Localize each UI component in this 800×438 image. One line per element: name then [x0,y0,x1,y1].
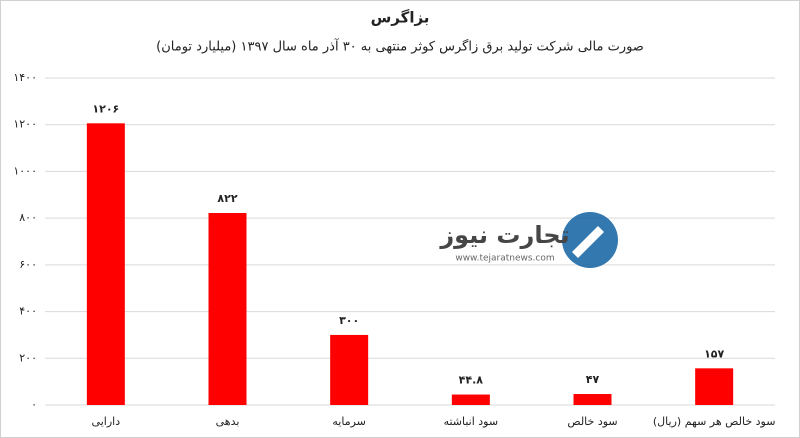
y-tick-label: ۰ [31,398,37,411]
value-label: ۴۷ [586,373,600,386]
x-tick-label: سرمایه [332,415,366,428]
watermark: تجارت نیوز www.tejaratnews.com [439,212,618,268]
y-tick-label: ۲۰۰ [19,351,37,364]
y-tick-label: ۶۰۰ [19,258,37,271]
bar [86,123,125,405]
x-tick-label: دارایی [92,415,121,428]
x-tick-label: بدهی [216,415,240,428]
value-label: ۳۰۰ [339,314,359,327]
watermark-url: www.tejaratnews.com [455,254,554,264]
y-tick-label: ۱۰۰۰ [13,164,37,177]
bar [208,213,247,405]
value-label: ۴۴.۸ [459,374,484,387]
watermark-brand: تجارت نیوز [439,221,569,249]
y-tick-label: ۱۲۰۰ [13,118,37,131]
bar [573,394,612,405]
chart-subtitle: صورت مالی شرکت تولید برق زاگرس کوثر منته… [156,38,644,55]
watermark-logo-arrow [572,226,604,258]
y-tick-label: ۱۴۰۰ [13,71,37,84]
x-tick-label: سود خالص هر سهم (ریال) [653,415,776,428]
y-tick-label: ۸۰۰ [19,211,37,224]
value-label: ۱۲۰۶ [92,102,119,115]
bar [451,394,490,405]
x-tick-label: سود انباشته [444,415,499,428]
y-tick-label: ۴۰۰ [19,305,37,318]
chart-title: بزاگرس [371,9,430,27]
value-label: ۸۲۲ [217,192,237,205]
x-tick-label: سود خالص [567,415,617,428]
bar [695,368,734,405]
value-label: ۱۵۷ [704,347,724,360]
bar [330,334,369,405]
